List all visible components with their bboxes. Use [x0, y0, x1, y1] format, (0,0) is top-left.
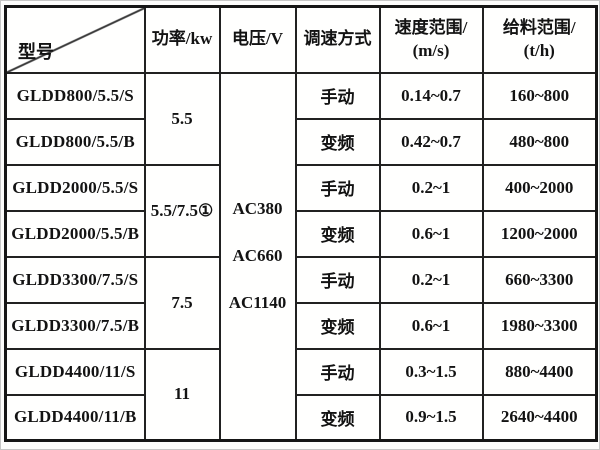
power-cell: 7.5 [143, 255, 221, 350]
power-cell: 5.5 [143, 71, 221, 166]
table-row: GLDD2000/5.5/B 变频 0.6~1 1200~2000 [4, 209, 598, 258]
mode-cell: 变频 [294, 117, 381, 166]
voltage-value: AC380 [232, 199, 283, 219]
voltage-value: AC1140 [228, 293, 287, 313]
spec-table: 型号 功率/kw 电压/V 调速方式 速度范围/ (m/s) 给料范围/ (t/… [4, 5, 598, 442]
feed-cell: 480~800 [481, 117, 598, 166]
power-cell: 5.5/7.5① [143, 163, 221, 258]
header-model-label: 型号 [18, 41, 54, 62]
header-feed: 给料范围/ (t/h) [481, 5, 598, 74]
table-row: GLDD800/5.5/S 5.5 AC380 AC660 AC1140 手动 … [4, 71, 598, 442]
speed-cell: 0.6~1 [378, 209, 484, 258]
header-row: 型号 功率/kw 电压/V 调速方式 速度范围/ (m/s) 给料范围/ (t/… [4, 5, 598, 74]
speed-cell: 0.2~1 [378, 255, 484, 304]
header-voltage: 电压/V [218, 5, 297, 74]
speed-cell: 0.42~0.7 [378, 117, 484, 166]
header-model-cell: 型号 [4, 5, 146, 74]
table-row: GLDD4400/11/B 变频 0.9~1.5 2640~4400 [4, 393, 598, 442]
voltage-cell: AC380 AC660 AC1140 [218, 71, 297, 442]
model-cell: GLDD3300/7.5/B [4, 301, 146, 350]
table-row: GLDD3300/7.5/B 变频 0.6~1 1980~3300 [4, 301, 598, 350]
header-power: 功率/kw [143, 5, 221, 74]
speed-cell: 0.9~1.5 [378, 393, 484, 442]
mode-cell: 变频 [294, 209, 381, 258]
model-cell: GLDD4400/11/B [4, 393, 146, 442]
table-row: GLDD4400/11/S 11 手动 0.3~1.5 880~4400 [4, 347, 598, 442]
voltage-value: AC660 [232, 246, 283, 266]
table-row: GLDD800/5.5/B 变频 0.42~0.7 480~800 [4, 117, 598, 166]
mode-cell: 变频 [294, 301, 381, 350]
feed-cell: 880~4400 [481, 347, 598, 396]
feed-cell: 1980~3300 [481, 301, 598, 350]
diagonal-line [7, 8, 143, 71]
speed-cell: 0.3~1.5 [378, 347, 484, 396]
header-speed-line2: (m/s) [412, 40, 450, 60]
mode-cell: 手动 [294, 71, 381, 120]
speed-cell: 0.2~1 [378, 163, 484, 212]
header-speed-line1: 速度范围/ [394, 17, 468, 37]
speed-cell: 0.6~1 [378, 301, 484, 350]
model-cell: GLDD3300/7.5/S [4, 255, 146, 304]
header-feed-line2: (t/h) [523, 40, 555, 60]
header-mode: 调速方式 [294, 5, 381, 74]
header-speed: 速度范围/ (m/s) [378, 5, 484, 74]
table-row: GLDD2000/5.5/S 5.5/7.5① 手动 0.2~1 400~200… [4, 163, 598, 258]
mode-cell: 手动 [294, 347, 381, 396]
mode-cell: 变频 [294, 393, 381, 442]
speed-cell: 0.14~0.7 [378, 71, 484, 120]
header-feed-line1: 给料范围/ [502, 17, 576, 37]
model-cell: GLDD800/5.5/B [4, 117, 146, 166]
model-cell: GLDD800/5.5/S [4, 71, 146, 120]
model-cell: GLDD2000/5.5/S [4, 163, 146, 212]
feed-cell: 660~3300 [481, 255, 598, 304]
feed-cell: 1200~2000 [481, 209, 598, 258]
feed-cell: 400~2000 [481, 163, 598, 212]
feed-cell: 2640~4400 [481, 393, 598, 442]
mode-cell: 手动 [294, 163, 381, 212]
model-cell: GLDD4400/11/S [4, 347, 146, 396]
power-cell: 11 [143, 347, 221, 442]
mode-cell: 手动 [294, 255, 381, 304]
model-cell: GLDD2000/5.5/B [4, 209, 146, 258]
table-row: GLDD3300/7.5/S 7.5 手动 0.2~1 660~3300 [4, 255, 598, 350]
feed-cell: 160~800 [481, 71, 598, 120]
